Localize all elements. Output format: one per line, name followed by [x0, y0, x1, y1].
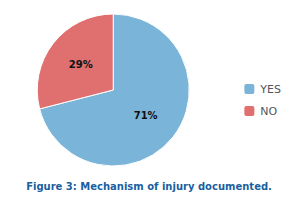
svg-text:29%: 29% — [69, 59, 93, 70]
svg-text:YES: YES — [259, 83, 281, 96]
svg-text:NO: NO — [260, 105, 277, 118]
svg-text:71%: 71% — [134, 110, 158, 121]
svg-text:Figure 3: Mechanism of injury: Figure 3: Mechanism of injury documented… — [26, 181, 272, 192]
